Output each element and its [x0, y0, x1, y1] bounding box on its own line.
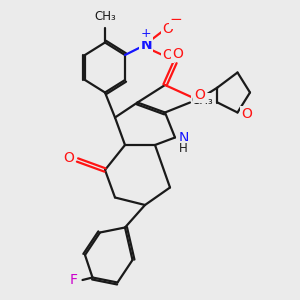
Text: CH₃: CH₃ — [94, 10, 116, 23]
Text: F: F — [70, 273, 78, 287]
Text: O: O — [172, 47, 183, 61]
Text: +: + — [141, 27, 152, 40]
Text: N: N — [140, 38, 152, 52]
Text: O: O — [195, 88, 206, 102]
Text: CH₃: CH₃ — [192, 94, 213, 106]
Text: O: O — [162, 48, 173, 62]
Text: O: O — [241, 107, 252, 121]
Text: H: H — [179, 142, 188, 155]
Text: −: − — [170, 13, 183, 28]
Text: O: O — [63, 151, 74, 164]
Text: N: N — [178, 130, 189, 145]
Text: O: O — [162, 22, 173, 36]
